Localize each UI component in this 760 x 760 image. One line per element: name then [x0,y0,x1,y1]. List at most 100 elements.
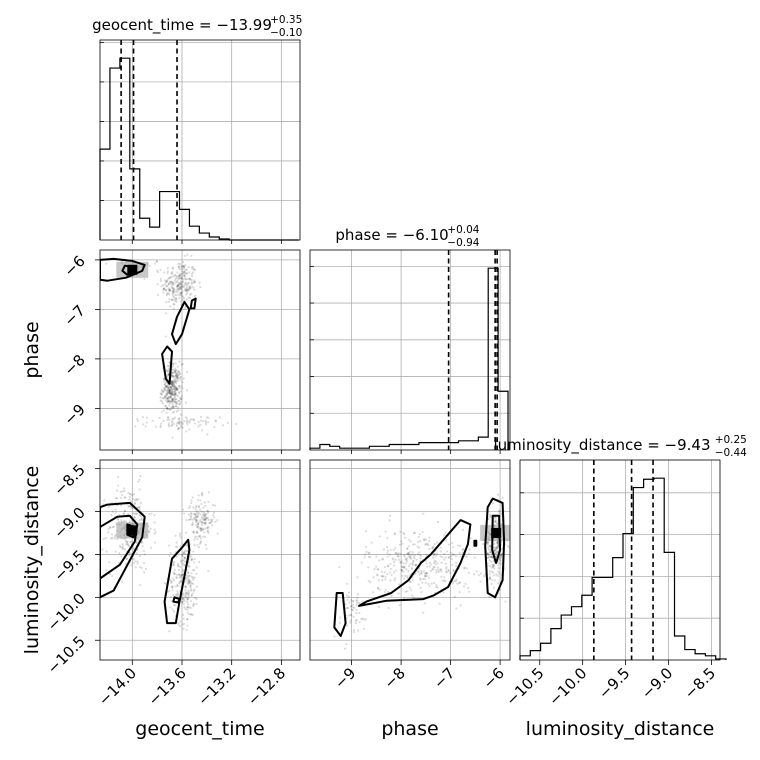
sample-point [351,608,354,611]
sample-point [424,543,427,546]
sample-point [182,564,186,567]
sample-point [407,545,410,548]
sample-point [169,280,172,284]
sample-point [409,550,412,553]
sample-point [138,506,141,509]
sample-point [187,562,190,565]
sample-point [350,604,353,607]
sample-point [413,553,417,557]
sample-point [490,582,493,586]
sample-point [409,556,412,559]
sample-point [498,511,501,514]
sample-point [437,570,440,574]
sample-point [483,575,486,578]
sample-point [487,546,490,549]
sample-point [202,518,205,522]
sample-point [188,287,192,290]
sample-point [177,568,181,572]
sample-point [203,518,206,521]
sample-point [384,578,387,581]
sample-point [173,370,177,373]
panel-frame [309,459,511,661]
sample-point [190,278,193,282]
sample-point [184,550,187,553]
sample-point [386,536,389,540]
sample-point [436,566,440,569]
sample-point [118,544,121,547]
sample-point [177,427,180,430]
sample-point [164,386,167,389]
sample-point [496,574,499,577]
sample-point [496,542,499,545]
sample-point [424,574,427,577]
sample-point [188,505,192,508]
sample-point [182,271,185,275]
sample-point [406,551,410,555]
sample-point [166,397,169,400]
sample-point [179,620,182,623]
sample-point [458,590,461,594]
sample-point [184,401,188,404]
sample-point [128,492,131,496]
sample-point [122,487,126,490]
sample-point [170,424,173,427]
sample-point [167,277,170,280]
sample-point [486,543,490,546]
sample-point [449,551,452,554]
y-tick-label: −7 [60,302,88,330]
sample-point [492,564,495,567]
sample-point [128,498,131,501]
sample-point [167,396,170,399]
panel-title: luminosity_distance = −9.43 +0.25−0.44 [493,434,747,459]
sample-point [178,402,181,405]
sample-point [170,421,174,424]
sample-point [200,492,204,495]
sample-point [193,422,196,425]
sample-point [171,585,174,588]
sample-point [433,561,436,564]
sample-point [179,288,182,291]
sample-point [413,557,416,560]
sample-point [495,548,498,551]
sample-point [388,571,392,574]
sample-point [172,302,175,306]
contour-line [189,297,197,310]
sample-point [170,374,174,377]
sample-point [458,581,462,584]
sample-point [176,374,179,377]
sample-point [177,281,180,284]
sample-point [437,569,440,572]
sample-point [418,551,421,554]
sample-point [170,280,173,283]
sample-point [179,272,182,275]
sample-point [431,546,435,550]
sample-point [418,553,421,557]
sample-point [189,518,192,521]
sample-point [496,540,500,544]
sample-point [184,580,187,583]
sample-point [381,575,384,578]
sample-point [176,377,180,380]
sample-point [190,285,193,288]
sample-point [97,263,99,265]
sample-point [489,548,492,551]
sample-point [382,548,386,551]
sample-point [165,280,168,283]
sample-point [447,570,450,573]
sample-point [425,572,428,575]
sample-point [495,541,498,544]
sample-point [169,551,172,554]
sample-point [199,529,202,532]
sample-point [183,275,186,278]
sample-point [425,553,428,556]
sample-point [140,540,143,544]
sample-point [444,556,447,559]
sample-point [186,272,189,275]
sample-point [436,552,439,555]
sample-point [412,596,415,599]
sample-point [356,596,359,599]
sample-point [170,400,173,404]
sample-point [495,550,498,553]
sample-point [170,382,173,386]
sample-point [166,389,169,393]
